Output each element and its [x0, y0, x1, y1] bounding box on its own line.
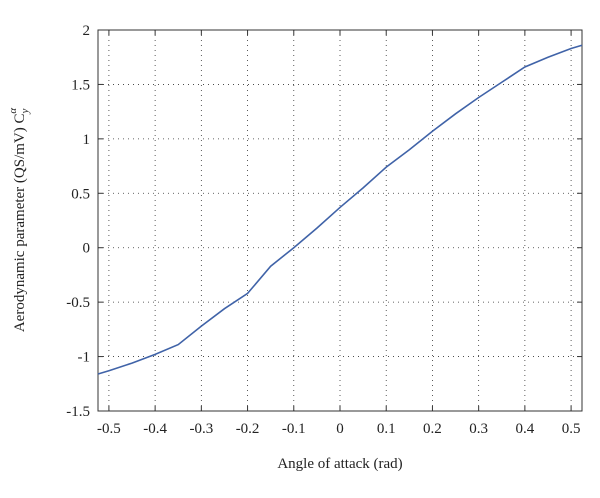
x-tick-label: 0.1 [377, 421, 396, 437]
x-tick-label: -0.5 [97, 421, 121, 437]
data-line [97, 44, 583, 375]
y-axis-label-sup: α [7, 108, 19, 114]
y-tick-label: 0.5 [71, 186, 90, 202]
x-tick-label: 0.3 [469, 421, 488, 437]
x-tick-label: 0.5 [562, 421, 581, 437]
y-tick-label: -0.5 [66, 295, 90, 311]
x-tick-label: -0.2 [236, 421, 260, 437]
y-axis-label: Aerodynamic parameter (QS/mV) Cyα [7, 108, 31, 333]
x-tick-label: -0.4 [143, 421, 167, 437]
plot-frame [97, 29, 583, 412]
x-tick-label: 0 [336, 421, 344, 437]
x-tick-label: -0.1 [282, 421, 306, 437]
y-tick-label: 2 [83, 23, 91, 39]
y-tick-label: -1.5 [66, 404, 90, 420]
x-tick-label: 0.4 [515, 421, 534, 437]
y-tick-label: 1 [83, 132, 91, 148]
y-tick-label: 0 [83, 241, 91, 257]
x-axis-label: Angle of attack (rad) [277, 456, 402, 472]
y-tick-label: -1 [78, 350, 91, 366]
x-tick-label: 0.2 [423, 421, 442, 437]
y-axis-label-text: Aerodynamic parameter (QS/mV) C [12, 113, 28, 332]
y-tick-label: 1.5 [71, 77, 90, 93]
y-axis-label-sub: y [19, 108, 31, 114]
x-tick-label: -0.3 [189, 421, 213, 437]
